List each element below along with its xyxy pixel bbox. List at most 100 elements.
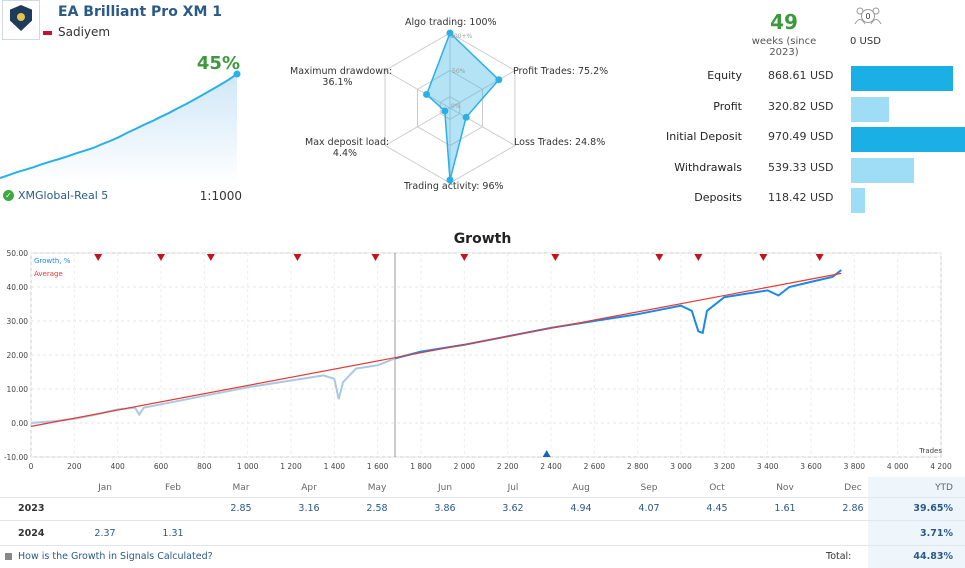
deal-marker[interactable] xyxy=(551,254,560,261)
month-header: Jul xyxy=(507,483,519,493)
mini-growth-line xyxy=(0,73,238,179)
growth-chart: 50.00 40.00 30.00 20.00 10.00 0.00 -10.00 0 200… xyxy=(4,249,952,471)
radar-point-drawdown xyxy=(423,90,431,98)
signal-title[interactable]: EA Brilliant Pro XM 1 xyxy=(58,4,223,20)
radar-axis xyxy=(449,107,516,146)
deal-marker[interactable] xyxy=(371,254,380,261)
radar-axis xyxy=(384,107,451,146)
x-tick-label: 3 600 xyxy=(800,462,822,471)
growth-chart-x-ticks: 0 200 400 600 800 1 000 1 200 1 400 1 600 1 800 2 … xyxy=(29,462,952,471)
month-value[interactable]: 4.07 xyxy=(638,503,660,514)
month-value[interactable]: 3.86 xyxy=(434,503,456,514)
x-tick-label: 1 800 xyxy=(410,462,432,471)
growth-calculation-link[interactable]: How is the Growth in Signals Calculated? xyxy=(18,551,213,562)
table-divider xyxy=(0,497,965,498)
x-tick-label: 1 400 xyxy=(324,462,346,471)
month-value[interactable]: 4.45 xyxy=(706,503,728,514)
radar-point-profit-trades xyxy=(495,76,503,84)
month-value[interactable]: 2.85 xyxy=(230,503,252,514)
weeks-count: 49 xyxy=(770,10,798,34)
info-square-icon xyxy=(5,553,12,560)
month-value[interactable]: 4.94 xyxy=(570,503,592,514)
month-value[interactable]: 2.58 xyxy=(366,503,388,514)
radar-chart: 100+% 50% 0% xyxy=(384,29,516,184)
radar-label-drawdown: Maximum drawdown: 36.1% xyxy=(290,66,393,88)
y-tick-label: 30.00 xyxy=(7,317,29,326)
stat-bar xyxy=(851,157,914,183)
legend-growth: Growth, % xyxy=(34,257,71,265)
radar-label-deposit-load: Max deposit load: 4.4% xyxy=(305,137,390,159)
radar-axis xyxy=(384,70,451,109)
x-axis-label: Trades xyxy=(918,447,942,455)
month-value[interactable]: 3.62 xyxy=(502,503,524,514)
deal-marker-bottom[interactable] xyxy=(542,450,551,457)
month-header: Feb xyxy=(165,483,181,493)
year-label: 2023 xyxy=(18,503,45,514)
month-header: Jun xyxy=(437,483,453,493)
table-divider xyxy=(0,545,965,546)
x-tick-label: 4 000 xyxy=(887,462,909,471)
x-tick-label: 600 xyxy=(154,462,169,471)
radar-point-loss-trades xyxy=(462,113,470,121)
month-header: Nov xyxy=(776,483,794,493)
month-header: Aug xyxy=(572,483,590,493)
subscribers-amount: 0 USD xyxy=(850,36,881,47)
x-tick-label: 3 800 xyxy=(844,462,866,471)
total-value: 44.83% xyxy=(913,551,953,562)
shield-icon xyxy=(10,5,32,31)
stat-value: 970.49 USD xyxy=(768,130,834,143)
month-header: Sep xyxy=(640,483,658,493)
stat-bar xyxy=(851,96,889,122)
deal-marker[interactable] xyxy=(694,254,703,261)
month-value[interactable]: 3.16 xyxy=(298,503,320,514)
x-tick-label: 2 000 xyxy=(454,462,476,471)
x-tick-label: 1 000 xyxy=(237,462,259,471)
deal-marker[interactable] xyxy=(157,254,165,261)
month-value[interactable]: 1.31 xyxy=(162,528,184,539)
signal-logo[interactable] xyxy=(2,0,40,40)
deal-marker[interactable] xyxy=(460,254,469,261)
x-tick-label: 3 200 xyxy=(714,462,736,471)
x-tick-label: 2 800 xyxy=(627,462,649,471)
mini-growth-chart xyxy=(0,70,241,185)
deal-marker[interactable] xyxy=(655,254,664,261)
month-value[interactable]: 1.61 xyxy=(774,503,796,514)
stat-label: Equity xyxy=(707,69,742,82)
x-tick-label: 4 200 xyxy=(930,462,952,471)
month-header: Mar xyxy=(232,483,250,493)
month-header: May xyxy=(367,483,387,493)
deal-marker[interactable] xyxy=(94,254,103,261)
x-tick-label: 1 200 xyxy=(280,462,302,471)
growth-chart-grid xyxy=(30,252,942,458)
broker-server-link[interactable]: XMGlobal-Real 5 xyxy=(18,189,109,202)
deal-marker[interactable] xyxy=(759,254,768,261)
radar-point-deposit-load xyxy=(441,107,449,115)
stat-value: 320.82 USD xyxy=(768,99,834,113)
verified-check-icon: ✓ xyxy=(3,190,14,201)
stat-bar xyxy=(851,188,865,213)
radar-points xyxy=(423,29,503,184)
x-tick-label: 3 400 xyxy=(757,462,779,471)
radar-ring-100-label: 100+% xyxy=(450,33,472,40)
ytd-value: 39.65% xyxy=(913,503,953,514)
radar-ring-50-label: 50% xyxy=(452,68,466,75)
y-tick-label: 50.00 xyxy=(7,249,29,258)
deal-marker[interactable] xyxy=(815,254,824,261)
deal-marker[interactable] xyxy=(206,254,215,261)
radar-ring-0-label: 0% xyxy=(451,103,461,110)
mini-growth-area xyxy=(0,74,237,185)
radar-label-profit-trades: Profit Trades: 75.2% xyxy=(513,66,609,77)
month-header: Apr xyxy=(301,483,317,493)
deal-marker[interactable] xyxy=(293,254,302,261)
stat-value: 118.42 USD xyxy=(768,191,834,204)
flag-icon xyxy=(43,31,52,35)
month-value[interactable]: 2.86 xyxy=(842,503,864,514)
average-series-line xyxy=(30,272,842,427)
radar-label-loss-trades: Loss Trades: 24.8% xyxy=(514,137,606,148)
author-name[interactable]: Sadiyem xyxy=(58,25,111,39)
month-value[interactable]: 2.37 xyxy=(94,528,116,539)
leverage-value: 1:1000 xyxy=(199,189,242,203)
stat-bar xyxy=(851,127,965,152)
y-tick-label: 40.00 xyxy=(7,283,29,292)
radar-axis xyxy=(449,70,516,109)
